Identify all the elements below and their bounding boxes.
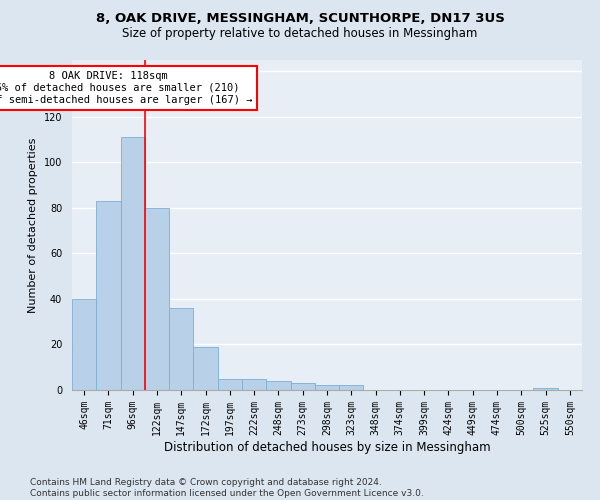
Text: 8 OAK DRIVE: 118sqm
← 56% of detached houses are smaller (210)
44% of semi-detac: 8 OAK DRIVE: 118sqm ← 56% of detached ho… [0,72,252,104]
Bar [242,378,266,390]
Bar [169,308,193,390]
Bar [339,386,364,390]
X-axis label: Distribution of detached houses by size in Messingham: Distribution of detached houses by size … [164,440,490,454]
Text: Contains HM Land Registry data © Crown copyright and database right 2024.
Contai: Contains HM Land Registry data © Crown c… [30,478,424,498]
Bar [218,378,242,390]
Y-axis label: Number of detached properties: Number of detached properties [28,138,38,312]
Bar [533,388,558,390]
Bar [266,381,290,390]
Bar [290,383,315,390]
Text: 8, OAK DRIVE, MESSINGHAM, SCUNTHORPE, DN17 3US: 8, OAK DRIVE, MESSINGHAM, SCUNTHORPE, DN… [95,12,505,26]
Bar [315,386,339,390]
Bar [193,347,218,390]
Bar [121,138,145,390]
Bar [145,208,169,390]
Bar [96,201,121,390]
Bar [72,299,96,390]
Text: Size of property relative to detached houses in Messingham: Size of property relative to detached ho… [122,28,478,40]
